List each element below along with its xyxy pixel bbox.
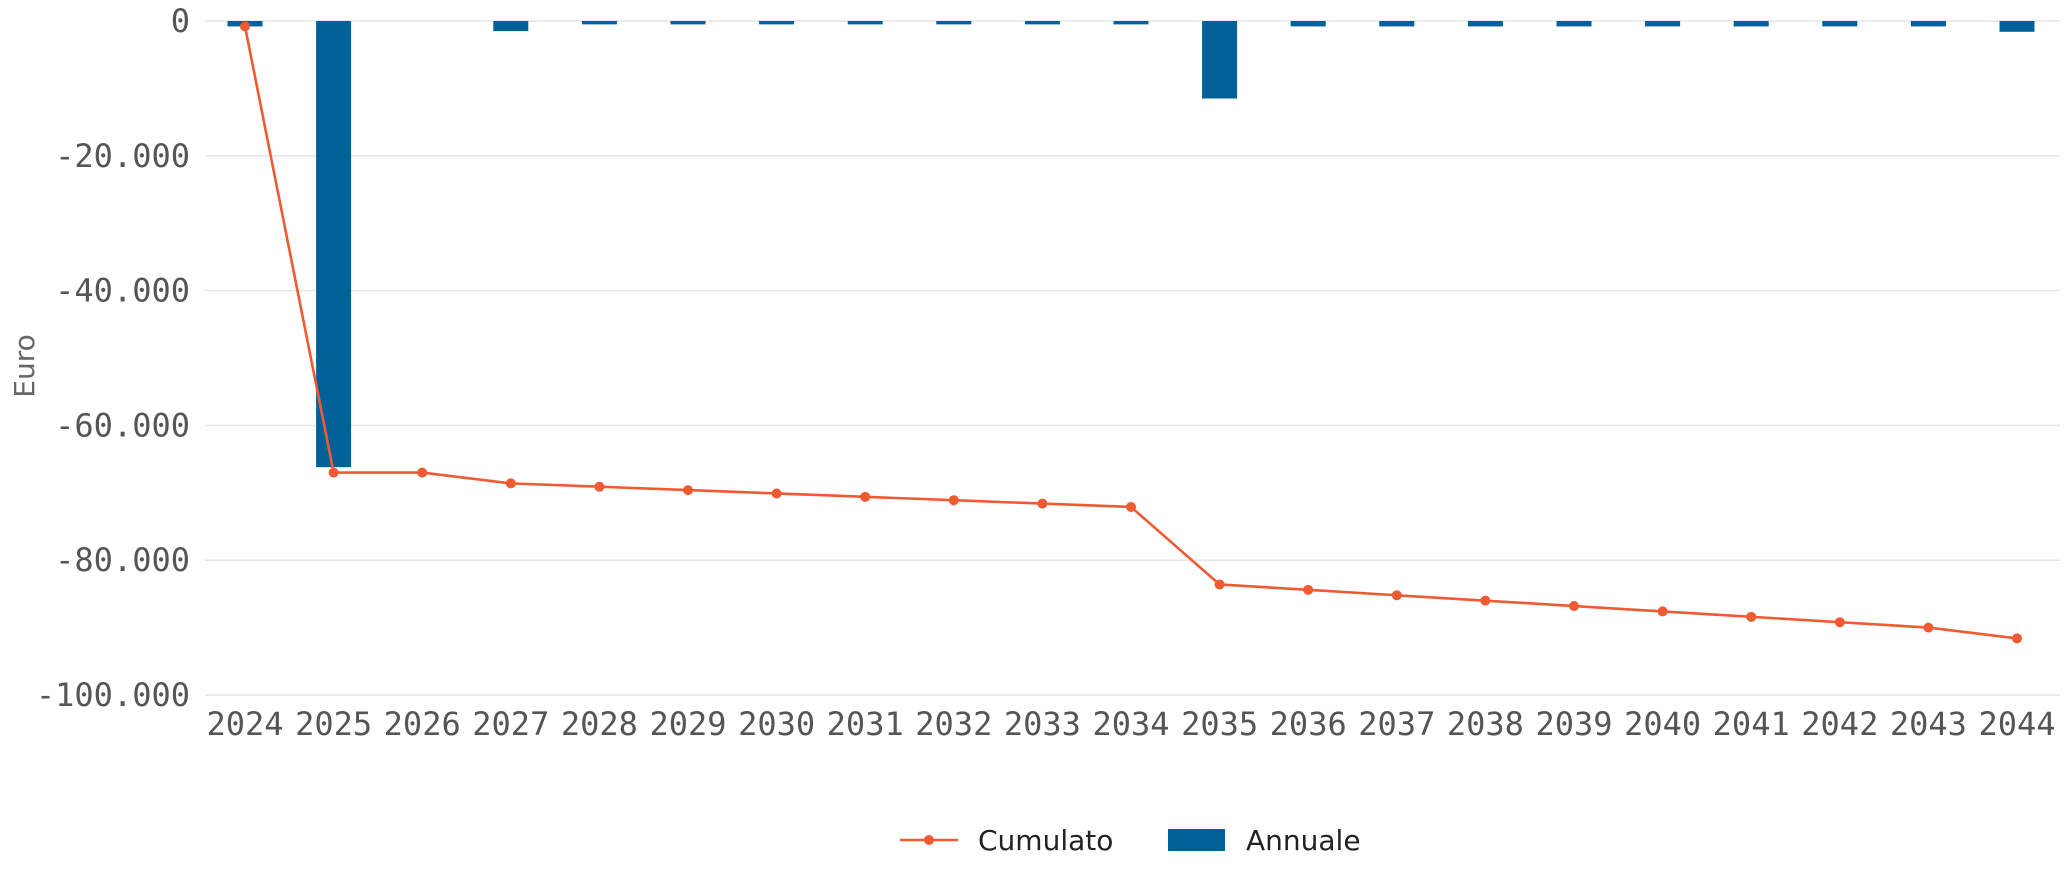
x-tick-label: 2026 (384, 705, 461, 743)
y-tick-label: -100.000 (36, 676, 190, 714)
y-axis-ticks: 0 -20.000 -40.000 -60.000 -80.000 -100.000 (36, 2, 190, 714)
x-tick-label: 2036 (1270, 705, 1347, 743)
bar-annuale-2027 (493, 21, 529, 32)
line-cumulato (243, 26, 2018, 640)
point-cumulato-2033 (1037, 498, 1048, 509)
grid-lines (205, 20, 2060, 696)
x-tick-label: 2028 (561, 705, 638, 743)
point-cumulato-2037 (1391, 590, 1402, 601)
y-tick-label: -60.000 (55, 406, 190, 444)
bar-annuale-2037 (1379, 21, 1415, 27)
x-tick-label: 2025 (295, 705, 372, 743)
bar-annuale-2035 (1202, 21, 1238, 99)
x-tick-label: 2042 (1801, 705, 1878, 743)
point-cumulato-2028 (594, 481, 605, 492)
bar-annuale-2029 (670, 21, 706, 25)
point-cumulato-2035 (1214, 579, 1225, 590)
legend-annuale-label: Annuale (1246, 824, 1361, 857)
legend: Cumulato Annuale (900, 824, 1361, 857)
x-tick-label: 2040 (1624, 705, 1701, 743)
x-axis-ticks: 2024 2025 2026 2027 2028 2029 2030 2031 2032 2033… (206, 705, 2055, 743)
x-tick-label: 2030 (738, 705, 815, 743)
point-cumulato-2029 (683, 485, 693, 496)
x-tick-label: 2035 (1181, 705, 1258, 743)
x-tick-label: 2033 (1004, 705, 1081, 743)
y-tick-label: -20.000 (55, 137, 190, 175)
point-cumulato-2042 (1834, 617, 1845, 628)
bar-annuale-2034 (1113, 21, 1149, 25)
x-tick-label: 2044 (1978, 705, 2055, 743)
y-tick-label: -80.000 (55, 541, 190, 579)
point-cumulato-2040 (1657, 606, 1668, 617)
bar-annuale-2043 (1910, 21, 1946, 27)
x-tick-label: 2039 (1535, 705, 1612, 743)
x-tick-label: 2027 (472, 705, 549, 743)
point-cumulato-2025 (328, 467, 339, 478)
bar-annuale-2038 (1467, 21, 1503, 27)
bar-annuale-2032 (936, 21, 972, 25)
x-tick-label: 2029 (649, 705, 726, 743)
point-cumulato-2034 (1126, 501, 1136, 512)
x-tick-label: 2038 (1447, 705, 1524, 743)
bar-annuale-2033 (1024, 21, 1060, 25)
point-cumulato-2038 (1480, 595, 1491, 606)
bar-annuale-2042 (1822, 21, 1858, 27)
bar-series (227, 21, 2035, 468)
legend-cumulato-label: Cumulato (978, 824, 1113, 857)
point-cumulato-2027 (505, 478, 516, 489)
bar-annuale-2031 (847, 21, 883, 25)
line-series (240, 21, 2022, 644)
bar-annuale-2025 (316, 21, 352, 468)
point-cumulato-2031 (860, 491, 871, 502)
legend-annuale-swatch (1168, 829, 1225, 851)
point-cumulato-2024 (240, 21, 250, 32)
x-tick-label: 2037 (1358, 705, 1435, 743)
point-cumulato-2043 (1923, 622, 1934, 633)
bar-annuale-2030 (759, 21, 795, 25)
point-cumulato-2026 (417, 467, 428, 478)
bar-annuale-2036 (1290, 21, 1326, 27)
point-cumulato-2039 (1569, 601, 1579, 612)
y-tick-label: 0 (171, 2, 190, 40)
x-tick-label: 2031 (827, 705, 904, 743)
bar-annuale-2044 (1999, 21, 2035, 32)
x-tick-label: 2041 (1713, 705, 1790, 743)
x-tick-label: 2043 (1890, 705, 1967, 743)
bar-annuale-2039 (1556, 21, 1592, 27)
bar-annuale-2040 (1645, 21, 1681, 27)
y-axis-title: Euro (8, 334, 41, 397)
bar-annuale-2041 (1733, 21, 1769, 27)
point-cumulato-2030 (771, 488, 782, 499)
y-tick-label: -40.000 (55, 272, 190, 310)
point-cumulato-2044 (2012, 633, 2022, 644)
point-cumulato-2041 (1746, 611, 1757, 622)
point-cumulato-2036 (1303, 584, 1314, 595)
x-tick-label: 2024 (206, 705, 283, 743)
x-tick-label: 2032 (915, 705, 992, 743)
x-tick-label: 2034 (1092, 705, 1169, 743)
legend-cumulato-marker (924, 835, 934, 845)
bar-annuale-2028 (581, 21, 617, 25)
point-cumulato-2032 (948, 495, 959, 506)
